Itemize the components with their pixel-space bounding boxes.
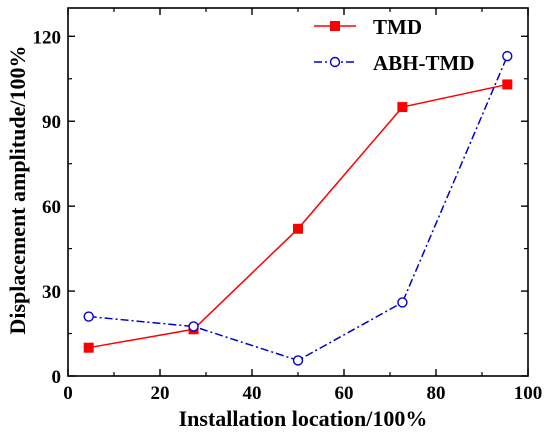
tmd-marker [83,342,94,353]
y-tick-label: 60 [42,197,61,218]
tmd-line [88,83,508,349]
y-tick-label: 120 [33,27,62,48]
tmd-marker [330,21,340,31]
abh-tmd-marker [292,355,304,366]
abh-tmd-marker [397,297,408,308]
x-tick-label: 100 [514,383,543,404]
x-tick-label: 20 [151,383,170,404]
x-tick-label: 40 [243,383,262,404]
x-axis-label: Installation location/100% [179,406,428,431]
series-tmd [83,79,513,353]
abh-tmd-marker [329,56,341,68]
legend-label: ABH-TMD [373,51,475,75]
legend-label: TMD [373,15,422,39]
y-tick-label: 90 [42,112,61,133]
x-tick-label: 80 [427,383,446,404]
tmd-marker [397,102,408,113]
abh-tmd-marker [188,321,199,332]
x-tick-label: 60 [335,383,354,404]
y-tick-label: 30 [42,282,61,303]
y-axis-label: Displacement amplitude/100% [5,45,30,334]
tmd-marker [293,223,303,234]
abh-tmd-marker [83,311,94,322]
x-tick-label: 0 [63,383,73,404]
y-tick-label: 0 [52,367,62,388]
series-abh-tmd [83,50,513,366]
abh-tmd-marker [502,50,513,62]
abh-tmd-line [88,55,508,362]
tmd-marker [502,79,513,90]
